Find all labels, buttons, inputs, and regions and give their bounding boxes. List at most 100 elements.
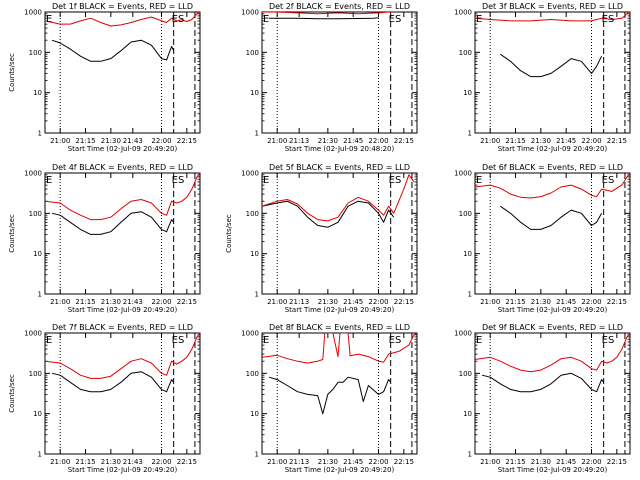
y-tick-label: 100 bbox=[246, 49, 259, 57]
axes-frame bbox=[44, 11, 201, 134]
marker-label-es: ES bbox=[602, 175, 615, 186]
axes-frame bbox=[261, 11, 418, 134]
y-tick-label: 100 bbox=[246, 370, 259, 378]
series-events-line bbox=[268, 376, 392, 415]
series-events-line bbox=[51, 39, 175, 62]
x-axis-label: Start Time (02-Jul-09 20:49:20) bbox=[285, 306, 395, 314]
x-tick-label: 21:30 bbox=[531, 137, 551, 145]
x-tick-label: 21:00 bbox=[50, 137, 70, 145]
y-tick-label: 1000 bbox=[24, 9, 42, 17]
x-axis-label: Start Time (02-Jul-09 20:49:20) bbox=[285, 466, 395, 474]
series-lld-line bbox=[262, 12, 395, 15]
x-tick-label: 21:15 bbox=[75, 458, 95, 466]
x-tick-label: 22:15 bbox=[607, 298, 627, 306]
panel-title: Det 7f BLACK = Events, RED = LLD bbox=[52, 323, 193, 332]
x-tick-label: 21:15 bbox=[505, 137, 525, 145]
panel-title: Det 9f BLACK = Events, RED = LLD bbox=[482, 323, 623, 332]
panel-title: Det 6f BLACK = Events, RED = LLD bbox=[482, 163, 623, 172]
x-tick-label: 22:00 bbox=[151, 298, 171, 306]
axes-frame bbox=[44, 332, 201, 455]
x-axis-label: Start Time (02-Jul-09 20:48:20) bbox=[285, 145, 395, 153]
x-tick-label: 21:45 bbox=[556, 298, 576, 306]
x-tick-label: 21:45 bbox=[343, 137, 363, 145]
y-tick-label: 1 bbox=[255, 130, 259, 138]
x-tick-label: 21:30 bbox=[318, 458, 338, 466]
y-tick-label: 100 bbox=[29, 370, 42, 378]
x-tick-label: 22:15 bbox=[394, 137, 414, 145]
x-tick-label: 22:00 bbox=[368, 458, 388, 466]
y-tick-label: 1 bbox=[255, 291, 259, 299]
marker-label-e: E bbox=[476, 175, 482, 186]
y-tick-label: 100 bbox=[29, 210, 42, 218]
x-tick-label: 21:30 bbox=[101, 458, 121, 466]
x-tick-label: 22:00 bbox=[581, 137, 601, 145]
marker-label-es: ES bbox=[602, 14, 615, 25]
series-lld-line bbox=[475, 173, 630, 199]
marker-label-e: E bbox=[46, 14, 52, 25]
panel-title: Det 4f BLACK = Events, RED = LLD bbox=[52, 163, 193, 172]
x-tick-label: 21:43 bbox=[123, 458, 143, 466]
panel-det-2: Det 2f BLACK = Events, RED = LLD 1 10 100 10… bbox=[241, 2, 418, 153]
series-events-line bbox=[51, 211, 175, 235]
y-tick-label: 100 bbox=[459, 370, 472, 378]
x-tick-label: 21:00 bbox=[267, 137, 287, 145]
series-events-line bbox=[51, 371, 175, 393]
y-tick-label: 10 bbox=[33, 89, 42, 97]
x-tick-label: 21:00 bbox=[480, 298, 500, 306]
x-tick-label: 22:15 bbox=[394, 458, 414, 466]
y-axis-label: Counts/sec bbox=[8, 214, 16, 253]
y-tick-label: 100 bbox=[459, 49, 472, 57]
y-tick-label: 1000 bbox=[454, 170, 472, 178]
y-tick-label: 100 bbox=[459, 210, 472, 218]
x-tick-label: 22:00 bbox=[581, 298, 601, 306]
axes-frame bbox=[261, 172, 418, 295]
series-events-line bbox=[481, 372, 605, 393]
panel-det-7: Det 7f BLACK = Events, RED = LLD 1 10 100 10… bbox=[8, 323, 201, 474]
x-axis-label: Start Time (02-Jul-09 20:49:20) bbox=[498, 466, 608, 474]
x-tick-label: 22:00 bbox=[151, 458, 171, 466]
x-tick-label: 22:00 bbox=[151, 137, 171, 145]
series-lld-line bbox=[475, 333, 630, 373]
x-tick-label: 22:15 bbox=[607, 458, 627, 466]
marker-label-es: ES bbox=[172, 335, 185, 346]
x-tick-label: 21:13 bbox=[289, 137, 309, 145]
y-tick-label: 10 bbox=[33, 250, 42, 258]
panel-det-9: Det 9f BLACK = Events, RED = LLD 1 10 100 10… bbox=[454, 323, 631, 474]
series-lld-line bbox=[262, 174, 415, 222]
x-tick-label: 21:30 bbox=[101, 137, 121, 145]
y-tick-label: 1 bbox=[468, 291, 472, 299]
axes-frame bbox=[261, 332, 418, 455]
marker-label-es: ES bbox=[389, 14, 402, 25]
y-tick-label: 1 bbox=[255, 451, 259, 459]
y-tick-label: 10 bbox=[250, 410, 259, 418]
y-tick-label: 10 bbox=[250, 250, 259, 258]
panel-det-6: Det 6f BLACK = Events, RED = LLD 1 10 100 10… bbox=[454, 163, 631, 314]
x-tick-label: 21:43 bbox=[123, 298, 143, 306]
x-tick-label: 22:15 bbox=[607, 137, 627, 145]
panel-det-3: Det 3f BLACK = Events, RED = LLD 1 10 100 10… bbox=[454, 2, 631, 153]
axes-frame bbox=[44, 172, 201, 295]
marker-label-e: E bbox=[476, 14, 482, 25]
panel-det-4: Det 4f BLACK = Events, RED = LLD 1 10 100 10… bbox=[8, 163, 201, 314]
x-axis-label: Start Time (02-Jul-09 20:49:20) bbox=[498, 306, 608, 314]
x-tick-label: 21:13 bbox=[289, 458, 309, 466]
x-tick-label: 21:30 bbox=[531, 298, 551, 306]
x-tick-label: 21:45 bbox=[556, 458, 576, 466]
y-tick-label: 1000 bbox=[241, 330, 259, 338]
x-tick-label: 21:30 bbox=[101, 298, 121, 306]
axes-frame bbox=[474, 332, 631, 455]
y-tick-label: 10 bbox=[463, 250, 472, 258]
y-axis-label: Counts/sec bbox=[225, 214, 233, 253]
x-tick-label: 21:15 bbox=[505, 458, 525, 466]
series-lld-line bbox=[262, 333, 417, 364]
x-axis-label: Start Time (02-Jul-09 20:49:20) bbox=[68, 306, 178, 314]
x-tick-label: 21:00 bbox=[480, 137, 500, 145]
marker-label-e: E bbox=[263, 335, 269, 346]
y-tick-label: 100 bbox=[246, 210, 259, 218]
y-tick-label: 100 bbox=[29, 49, 42, 57]
x-tick-label: 22:15 bbox=[177, 458, 197, 466]
marker-label-es: ES bbox=[172, 175, 185, 186]
axes-frame bbox=[474, 11, 631, 134]
x-tick-label: 21:45 bbox=[556, 137, 576, 145]
